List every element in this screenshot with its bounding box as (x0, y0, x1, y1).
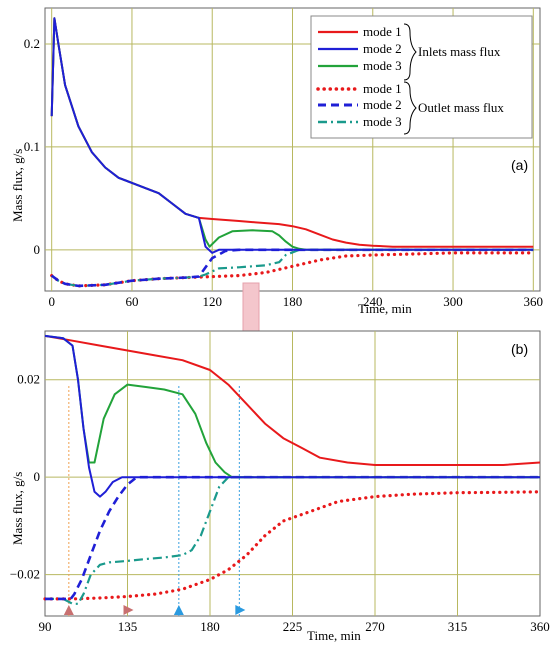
legend-box (310, 15, 533, 139)
legend-label-inlet-mode-1: mode 1 (363, 24, 402, 39)
panel-label-a: (a) (511, 157, 528, 173)
y-tick-label: 0 (34, 469, 41, 484)
y-tick-label: 0.02 (17, 372, 40, 387)
series-line-inlet-mode-2 (44, 334, 540, 498)
series-line-inlet-mode-1 (44, 334, 541, 466)
x-tick-label: 360 (524, 294, 544, 309)
grid-a (45, 8, 540, 291)
x-tick-label: 120 (202, 294, 222, 309)
x-tick-label: 135 (118, 619, 138, 634)
time-marker (173, 605, 184, 615)
legend-label-inlet-mode-3: mode 3 (363, 58, 402, 73)
y-tick-label: 0.2 (24, 36, 40, 51)
series-line-inlet-mode-2 (50, 17, 534, 254)
y-tick-label: 0 (34, 242, 41, 257)
series-line-outlet-mode-2 (45, 475, 540, 601)
x-tick-label: 240 (363, 294, 383, 309)
panel-label-b: (b) (511, 341, 528, 357)
series-line-outlet-mode-1 (43, 490, 542, 601)
x-tick-label: 180 (283, 294, 303, 309)
panel-b: 90 135 180 225 270 315 360 0.02 0 −0.02 Time, min… (10, 330, 550, 643)
panel-a: 0 60 120 180 240 300 360 0 0.1 0.2 Time, min Mass… (10, 7, 543, 316)
x-tick-label: 270 (365, 619, 385, 634)
x-tick-label: 0 (48, 294, 55, 309)
ticks-a: 0 60 120 180 240 300 360 0 0.1 0.2 (24, 36, 543, 309)
x-tick-label: 90 (39, 619, 52, 634)
legend-lines (316, 30, 360, 124)
y-tick-label: 0.1 (24, 139, 40, 154)
x-tick-label: 300 (443, 294, 463, 309)
legend-group-outlet: Outlet mass flux (418, 100, 504, 115)
legend-label-inlet-mode-2: mode 2 (363, 41, 402, 56)
series-line-outlet-mode-2 (50, 248, 534, 288)
y-tick-label: −0.02 (10, 567, 40, 582)
x-tick-label: 225 (283, 619, 303, 634)
time-marker (63, 605, 74, 615)
legend-label-outlet-mode-2: mode 2 (363, 97, 402, 112)
markers-b (63, 605, 246, 615)
x-tick-label: 60 (125, 294, 138, 309)
series-b (43, 334, 542, 605)
legend-brace-inlets (403, 23, 417, 81)
ylabel-b: Mass flux, g/s (10, 472, 25, 545)
x-tick-label: 315 (448, 619, 468, 634)
legend-label-outlet-mode-3: mode 3 (363, 114, 402, 129)
xlabel-a: Time, min (358, 301, 412, 316)
legend-brace-outlet (403, 81, 417, 135)
x-tick-label: 360 (530, 619, 550, 634)
ylabel-a: Mass flux, g/s (10, 149, 25, 222)
x-tick-label: 180 (200, 619, 220, 634)
time-marker (235, 605, 246, 615)
legend: mode 1 mode 2 mode 3 mode 1 mode 2 mode … (310, 15, 533, 139)
xlabel-b: Time, min (307, 628, 361, 643)
legend-group-inlets: Inlets mass flux (418, 44, 501, 59)
series-a (50, 17, 535, 288)
series-line-outlet-mode-3 (51, 248, 534, 287)
time-marker (123, 605, 134, 615)
legend-label-outlet-mode-1: mode 1 (363, 81, 402, 96)
series-line-outlet-mode-3 (45, 476, 540, 605)
ticks-b: 90 135 180 225 270 315 360 0.02 0 −0.02 (10, 372, 550, 634)
